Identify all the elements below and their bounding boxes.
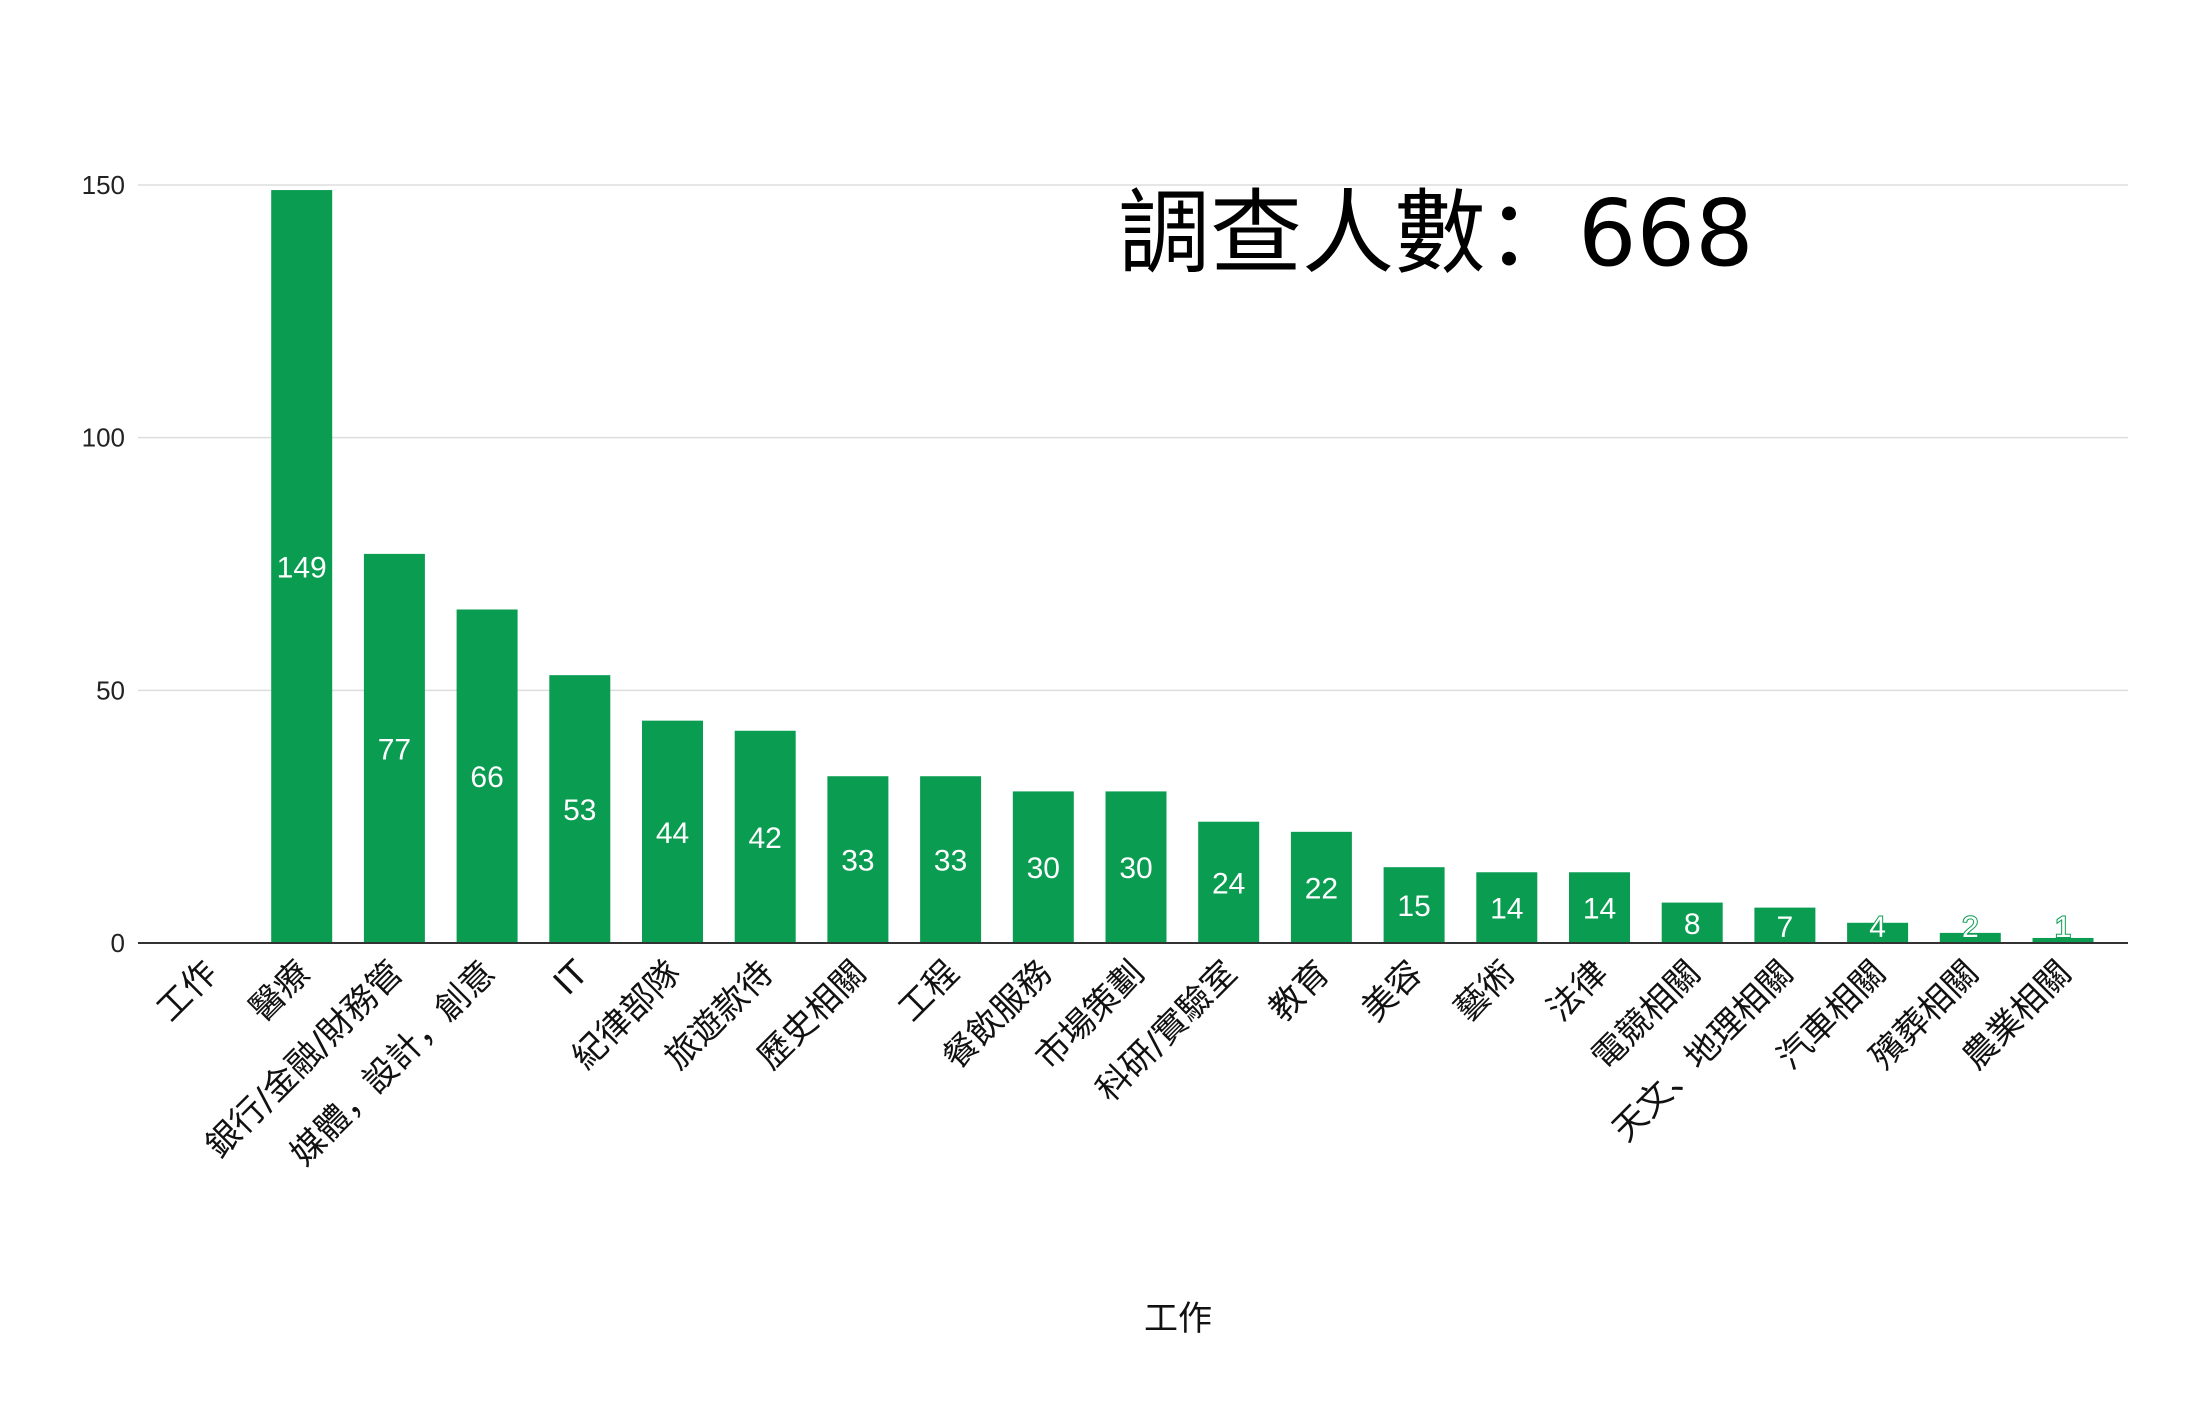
bar <box>827 776 889 943</box>
bar <box>1198 821 1260 943</box>
x-tick-label: 教育 <box>1261 953 1337 1029</box>
bar-value-label: 14 <box>1490 893 1523 926</box>
bar-value-label: 44 <box>656 817 689 850</box>
bar-value-label: 7 <box>1777 911 1794 944</box>
y-tick-label: 100 <box>82 423 125 453</box>
bar <box>1569 872 1630 943</box>
x-tick-label: 工程 <box>891 953 967 1029</box>
y-tick-label: 0 <box>111 928 125 958</box>
bar-value-label: 77 <box>378 733 411 766</box>
bar-value-label: 53 <box>563 794 596 827</box>
bar <box>363 553 425 943</box>
y-tick-label: 50 <box>96 675 125 705</box>
bar-value-label: 8 <box>1684 908 1701 941</box>
bar-value-label: 1 <box>2055 911 2072 944</box>
x-tick-label: 醫療 <box>242 953 318 1029</box>
bar-value-label: 30 <box>1027 852 1060 885</box>
bar-value-label: 24 <box>1212 867 1245 900</box>
bar <box>1847 922 1909 943</box>
y-tick-label: 150 <box>82 170 125 200</box>
bar-value-label: 30 <box>1119 852 1152 885</box>
bar <box>1939 932 2001 943</box>
bar-value-label: 149 <box>277 552 327 585</box>
bar <box>1383 867 1445 943</box>
bar <box>920 776 982 943</box>
bar-value-label: 66 <box>470 761 503 794</box>
bar <box>1661 902 1723 943</box>
bars <box>271 190 2094 943</box>
bar <box>1476 872 1538 943</box>
bar-value-label: 4 <box>1869 911 1886 944</box>
x-axis-title: 工作 <box>1144 1299 1212 1339</box>
x-tick-label: 藝術 <box>1447 953 1523 1029</box>
bar <box>1012 791 1074 943</box>
bar <box>549 675 611 943</box>
bar <box>642 720 703 943</box>
bar-value-label: 33 <box>934 845 967 878</box>
bar-value-label: 2 <box>1962 911 1979 944</box>
x-tick-label: 法律 <box>1539 953 1615 1029</box>
bar-value-label: 15 <box>1397 890 1430 923</box>
bar <box>1754 907 1816 943</box>
x-tick-label: 工作 <box>149 953 225 1029</box>
y-axis-ticks: 0 50 100 150 <box>82 170 125 958</box>
bar-value-label: 42 <box>749 822 782 855</box>
x-tick-label: IT <box>546 953 596 1003</box>
x-tick-label: 美容 <box>1354 953 1430 1029</box>
bar-value-label: 22 <box>1305 872 1338 905</box>
bar <box>2032 937 2094 943</box>
bar-value-label: 33 <box>841 845 874 878</box>
bar-value-label: 14 <box>1583 893 1616 926</box>
bar <box>456 609 518 943</box>
bar <box>1105 791 1167 943</box>
survey-count-annotation: 調查人數：668 <box>1118 180 1754 287</box>
bar <box>734 730 796 943</box>
bar <box>271 190 333 943</box>
bar <box>1290 831 1352 943</box>
